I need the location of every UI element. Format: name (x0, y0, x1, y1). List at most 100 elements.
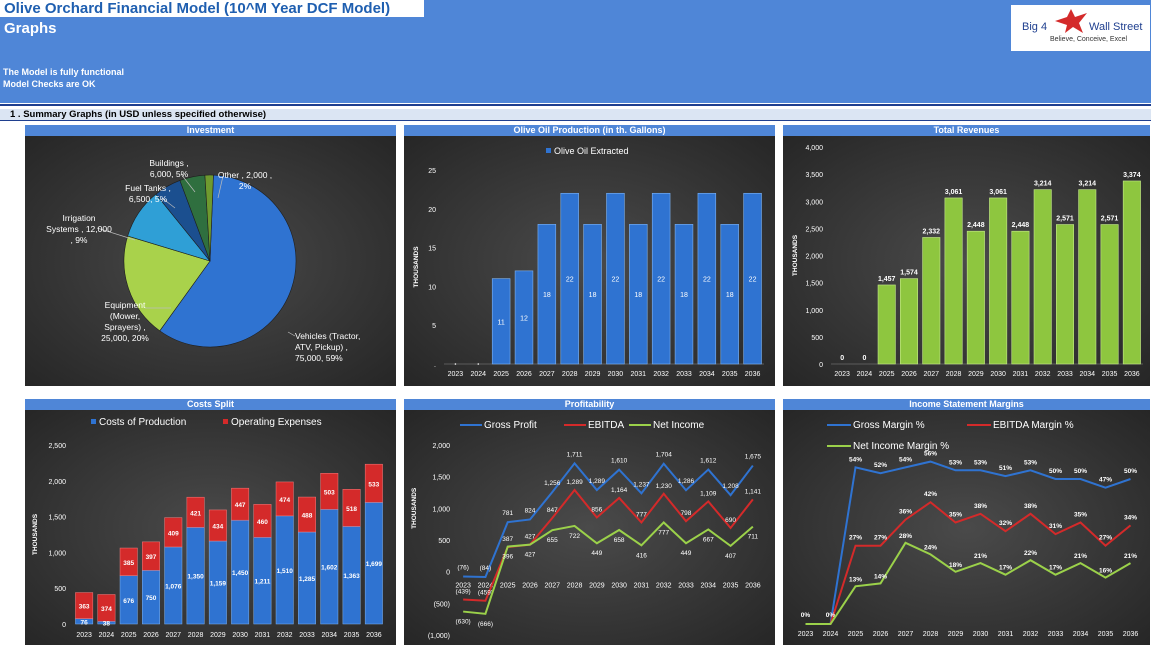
data-label-0-4: 54% (899, 456, 912, 463)
data-label-0-2: 781 (502, 510, 513, 517)
bar-2035 (1100, 224, 1119, 365)
y-tick-4: 25 (428, 168, 436, 175)
data-label-1-1: (459) (478, 590, 493, 597)
bar-2033 (674, 224, 694, 365)
bar-opex-2036 (364, 463, 383, 503)
chart-costs: Costs of Production Operating Expenses THO… (32, 417, 383, 639)
y-tick-7: 3,500 (805, 172, 823, 179)
data-label-2-4: 655 (547, 537, 558, 544)
y-tick-2: 1,000 (805, 308, 823, 315)
data-label-0-4: 1,256 (544, 480, 561, 487)
data-label-2-5: 24% (924, 544, 937, 551)
bar-label-2034: 3,214 (1079, 181, 1097, 188)
x-tick-2031: 2031 (1013, 371, 1029, 378)
y-tick-0: 0 (62, 622, 66, 629)
data-label-1-13: 34% (1124, 514, 1137, 521)
bar-label-2032: 22 (657, 277, 665, 284)
y-tick-5: 1,500 (432, 475, 450, 482)
data-label-0-12: 47% (1099, 477, 1112, 484)
bar-label-opex-2034: 503 (324, 489, 335, 496)
data-label-1-5: 1,289 (566, 479, 583, 486)
bar-2027 (537, 224, 557, 365)
bar-label-opex-2028: 421 (190, 510, 201, 517)
bar-2026 (514, 270, 534, 365)
legend-costs: Costs of Production (99, 417, 186, 428)
legend-0: Gross Profit (484, 420, 537, 431)
y-tick-1: 500 (54, 586, 66, 593)
data-label-2-7: 658 (614, 537, 625, 544)
data-label-1-10: 31% (1049, 523, 1062, 530)
data-label-2-8: 416 (636, 552, 647, 559)
y-tick-5: 2,500 (805, 226, 823, 233)
x-tick-2034: 2034 (1079, 371, 1095, 378)
y-tick-3: 1,500 (805, 281, 823, 288)
data-label-0-6: 1,289 (589, 478, 606, 485)
bar-opex-2035 (342, 489, 361, 527)
x-tick-2029: 2029 (968, 371, 984, 378)
x-tick-2026: 2026 (143, 632, 159, 639)
bar-label-opex-2026: 397 (146, 554, 157, 561)
status-line-checks: Model Checks are OK (3, 79, 96, 89)
x-tick-2030: 2030 (608, 371, 624, 378)
y-tick-2: 15 (428, 246, 436, 253)
x-tick-2030: 2030 (973, 631, 989, 638)
x-tick-2035: 2035 (1102, 371, 1118, 378)
y-axis-label: THOUSANDS (413, 246, 420, 288)
x-tick-2026: 2026 (522, 583, 538, 590)
data-label-1-8: 32% (999, 520, 1012, 527)
x-tick-2027: 2027 (544, 583, 560, 590)
data-label-1-7: 1,164 (611, 487, 628, 494)
line-0 (463, 461, 754, 579)
logo-tagline: Believe, Conceive, Excel (1050, 36, 1128, 43)
x-tick-2024: 2024 (823, 631, 839, 638)
data-label-2-10: 449 (681, 550, 692, 557)
bar-2030 (606, 192, 625, 365)
y-tick-0: 0 (819, 362, 823, 369)
data-label-1-7: 38% (974, 503, 987, 510)
chart-revenues: THOUSANDS 0 500 1,000 1,500 2,000 2,500 3,000 3,… (792, 145, 1143, 378)
bar-label-cop-2033: 1,285 (299, 576, 316, 583)
x-tick-2036: 2036 (745, 583, 761, 590)
x-tick-2027: 2027 (923, 371, 939, 378)
bar-label-2026: 12 (520, 315, 528, 322)
data-label-2-8: 17% (999, 565, 1012, 572)
x-tick-2028: 2028 (562, 371, 578, 378)
bar-label-opex-2027: 409 (168, 530, 179, 537)
data-label-1-13: 1,141 (745, 488, 762, 495)
legend-2: Net Income (653, 420, 705, 431)
x-tick-2036: 2036 (745, 371, 761, 378)
bar-2034 (1078, 189, 1097, 365)
header-banner: Olive Orchard Financial Model (10^M Year… (0, 0, 1151, 103)
x-tick-2031: 2031 (630, 371, 646, 378)
pie-label-3: Fuel Tanks , 6,500, 5% (125, 183, 171, 204)
panel-investment: Investment Vehicles (Tractor, ATV, Pickup… (25, 125, 396, 386)
x-tick-2035: 2035 (722, 371, 738, 378)
pie-label-5: Other , 2,000 , 2% (218, 170, 272, 191)
bar-2025 (877, 284, 896, 365)
x-tick-2029: 2029 (948, 631, 964, 638)
bar-2025 (491, 278, 511, 365)
bar-2032 (651, 192, 671, 365)
x-tick-2033: 2033 (1057, 371, 1073, 378)
pie-leader-2 (96, 227, 136, 241)
x-tick-2031: 2031 (998, 631, 1014, 638)
legend-swatch-opex (223, 419, 228, 424)
x-tick-2032: 2032 (656, 583, 672, 590)
pie-leader-5 (217, 175, 224, 199)
data-label-0-6: 53% (949, 459, 962, 466)
eagle-logo-icon (1055, 9, 1087, 33)
x-tick-2032: 2032 (653, 371, 669, 378)
chart-title-margins: Income Statement Margins (783, 399, 1150, 410)
section-header: 1 . Summary Graphs (in USD unless specif… (0, 109, 1151, 121)
bar-2027 (922, 237, 941, 365)
line-1 (805, 500, 1132, 625)
data-label-0-7: 53% (974, 459, 987, 466)
data-label-1-3: 27% (874, 535, 887, 542)
bar-label-2025: 1,457 (878, 276, 896, 283)
bar-2030 (989, 197, 1008, 365)
pie-label-4: Buildings , 6,000, 5% (149, 158, 188, 179)
y-tick-3: 20 (428, 207, 436, 214)
pie-leader-0 (287, 331, 296, 337)
data-label-2-2: 396 (502, 554, 513, 561)
bar-opex-2034 (320, 473, 339, 510)
